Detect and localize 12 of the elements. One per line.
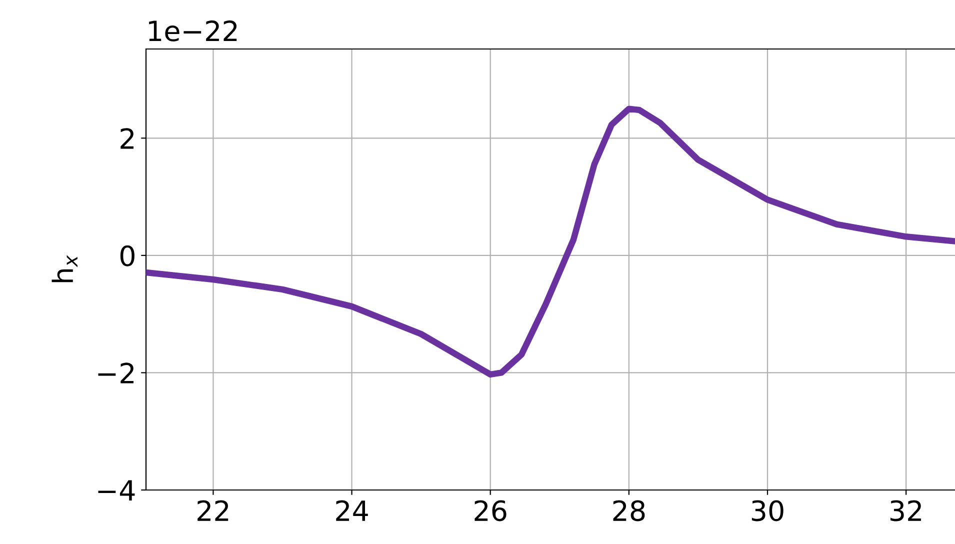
x-tick-label: 32 [890, 500, 921, 522]
x-tick-label: 22 [198, 500, 228, 521]
text: 1e−22 [149, 20, 237, 42]
y-axis-title: h$_{x}$ [52, 255, 78, 282]
y-tick-label: 2 [120, 128, 134, 149]
x-tick-label: 26 [474, 500, 506, 522]
y-tick-label: −4 [98, 480, 135, 501]
y-tick-label: 0 [120, 245, 134, 266]
x-tick-label: 24 [336, 500, 368, 521]
x-tick-label: 30 [752, 500, 784, 522]
y-tick-label: −2 [98, 362, 134, 384]
x-tick-label: 28 [613, 500, 645, 522]
